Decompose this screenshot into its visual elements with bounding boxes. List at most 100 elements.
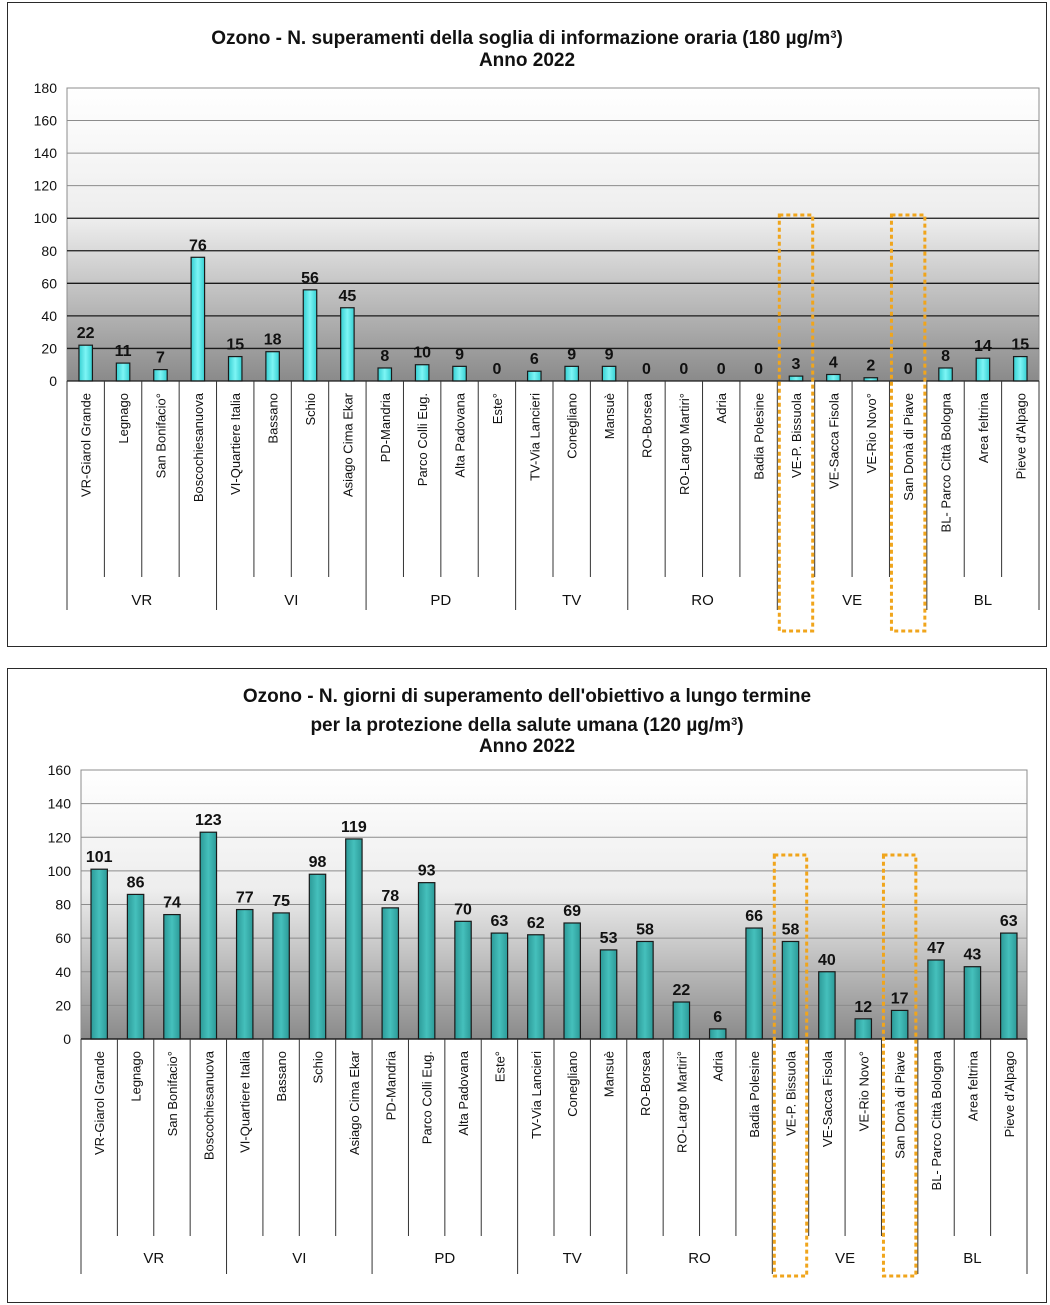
highlight-box [772, 853, 809, 1278]
data-label: 9 [567, 346, 576, 363]
data-label: 0 [904, 361, 913, 378]
category-label: VR-Giarol Grande [92, 1051, 107, 1155]
bar [781, 940, 800, 1040]
category-label: VI-Quartiere Italia [228, 392, 243, 495]
group-label: TV [563, 1250, 582, 1267]
data-label: 0 [717, 361, 726, 378]
bar-chart-svg: 0 20 40 60 80 100 120 140 160 101 86 74 123 77 75 98 119… [48, 762, 1028, 1278]
category-label: TV-Via Lancieri [529, 1051, 544, 1139]
y-tick-label: 100 [34, 210, 58, 226]
category-label: Pieve d'Alpago [1013, 393, 1028, 479]
bar [963, 966, 982, 1040]
data-label: 22 [77, 325, 95, 342]
category-label: San Donà di Piave [901, 393, 916, 501]
data-label: 0 [754, 361, 763, 378]
data-label: 70 [454, 901, 472, 918]
data-label: 62 [527, 915, 545, 932]
category-label: VE-Rio Novo° [864, 393, 879, 473]
category-label: Este° [492, 1051, 507, 1082]
data-label: 45 [338, 288, 356, 305]
y-tick-label: 60 [55, 930, 71, 946]
data-label: 0 [679, 361, 688, 378]
category-label: Legnago [116, 393, 131, 444]
y-tick-label: 40 [41, 308, 57, 324]
category-label: VE-Sacca Fisola [820, 1050, 835, 1147]
bar [672, 1001, 691, 1040]
bar [818, 971, 836, 1040]
bar [599, 949, 618, 1040]
category-label: RO-Largo Martiri° [674, 1051, 689, 1153]
bar [235, 908, 254, 1040]
bar [745, 927, 763, 1040]
data-label: 8 [941, 348, 950, 365]
category-label: Badia Polesine [752, 393, 767, 480]
bar [153, 369, 168, 382]
data-label: 40 [818, 952, 836, 969]
category-label: San Bonifacio° [153, 393, 168, 478]
bar [381, 907, 400, 1040]
data-label: 119 [341, 819, 367, 836]
y-tick-label: 120 [34, 178, 58, 194]
y-tick-label: 160 [48, 762, 72, 778]
category-label: Adria [711, 1050, 726, 1081]
y-tick-label: 140 [34, 145, 58, 161]
chart-title: Ozono - N. giorni di superamento dell'ob… [242, 686, 812, 707]
category-label: Area feltrina [976, 392, 991, 463]
chart-panel-long-term-objective: Ozono - N. giorni di superamento dell'ob… [7, 668, 1047, 1303]
data-label: 0 [492, 361, 501, 378]
group-label: BL [963, 1250, 981, 1267]
data-label: 66 [745, 908, 763, 925]
category-label: VI-Quartiere Italia [238, 1050, 253, 1153]
bar [414, 364, 430, 382]
category-label: Asiago Cima Ekar [347, 1050, 362, 1155]
data-label: 18 [264, 332, 282, 349]
bar [163, 913, 181, 1040]
highlight-box [777, 213, 815, 633]
bar [345, 838, 363, 1040]
bar [115, 362, 131, 382]
category-label: Schio [303, 393, 318, 426]
bar [227, 355, 243, 382]
bar [975, 357, 991, 382]
data-label: 101 [86, 849, 113, 866]
data-label: 6 [530, 351, 539, 368]
data-label: 98 [309, 854, 327, 871]
bar [190, 256, 206, 382]
data-label: 17 [891, 990, 909, 1007]
y-tick-label: 80 [55, 897, 71, 913]
bar [377, 367, 393, 382]
chart-panel-hourly-exceedances: Ozono - N. superamenti della soglia di i… [7, 2, 1047, 647]
data-label: 74 [163, 895, 181, 912]
category-label: Adria [714, 392, 729, 423]
bar [199, 831, 218, 1040]
data-label: 9 [605, 346, 614, 363]
bar [78, 344, 94, 382]
y-tick-label: 120 [48, 829, 72, 845]
highlight-box [889, 213, 927, 633]
category-label: Pieve d'Alpago [1002, 1051, 1017, 1137]
bar [452, 365, 467, 382]
bar [601, 365, 617, 382]
bar [1000, 932, 1018, 1040]
y-tick-label: 40 [55, 964, 71, 980]
bar [527, 934, 545, 1040]
category-label: VE-P. Bissuola [789, 392, 804, 478]
category-label: San Bonifacio° [165, 1051, 180, 1136]
bar [308, 873, 327, 1040]
data-label: 22 [672, 982, 690, 999]
category-label: Badia Polesine [747, 1051, 762, 1138]
data-label: 58 [636, 921, 654, 938]
group-label: VE [835, 1250, 855, 1267]
bar [636, 940, 654, 1040]
bar [563, 922, 581, 1040]
data-label: 14 [974, 338, 992, 355]
group-label: VI [284, 592, 298, 609]
category-label: Alta Padovana [456, 1050, 471, 1135]
data-label: 75 [272, 893, 290, 910]
category-label: Parco Colli Eug. [420, 1051, 435, 1144]
data-label: 69 [563, 903, 581, 920]
bar [90, 868, 108, 1040]
plot-area [66, 87, 1040, 382]
category-label: VE-Sacca Fisola [826, 392, 841, 489]
